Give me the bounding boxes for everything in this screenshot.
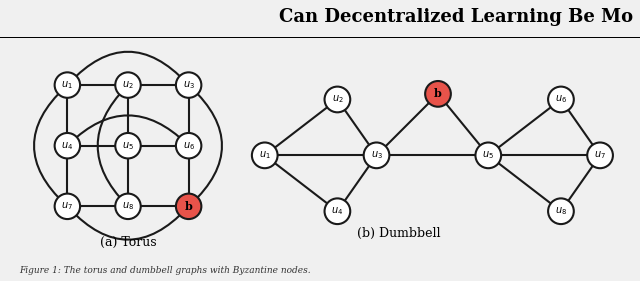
Circle shape (54, 133, 80, 158)
Circle shape (548, 87, 574, 112)
Text: $u_{7}$: $u_{7}$ (61, 200, 74, 212)
Circle shape (588, 142, 613, 168)
FancyArrowPatch shape (34, 87, 65, 205)
Text: $u_{4}$: $u_{4}$ (332, 205, 344, 217)
Text: b: b (434, 88, 442, 99)
Circle shape (425, 81, 451, 107)
Text: b: b (185, 201, 193, 212)
Circle shape (54, 72, 80, 98)
Text: $u_{1}$: $u_{1}$ (259, 149, 271, 161)
Circle shape (176, 72, 202, 98)
Text: $u_{1}$: $u_{1}$ (61, 79, 73, 91)
Text: $u_{6}$: $u_{6}$ (182, 140, 195, 152)
Circle shape (176, 133, 202, 158)
Circle shape (324, 198, 350, 224)
Text: $u_{5}$: $u_{5}$ (483, 149, 494, 161)
Circle shape (115, 72, 141, 98)
Text: $u_{5}$: $u_{5}$ (122, 140, 134, 152)
Text: $u_{2}$: $u_{2}$ (332, 94, 343, 105)
Text: $u_{7}$: $u_{7}$ (594, 149, 606, 161)
Circle shape (115, 194, 141, 219)
Circle shape (364, 142, 389, 168)
Text: $u_{8}$: $u_{8}$ (122, 200, 134, 212)
Text: $u_{3}$: $u_{3}$ (182, 79, 195, 91)
Text: Figure 1: The torus and dumbbell graphs with Byzantine nodes.: Figure 1: The torus and dumbbell graphs … (19, 266, 311, 275)
Text: $u_{2}$: $u_{2}$ (122, 79, 134, 91)
Circle shape (548, 198, 574, 224)
Circle shape (54, 194, 80, 219)
Text: (b) Dumbbell: (b) Dumbbell (357, 227, 440, 240)
FancyArrowPatch shape (191, 87, 222, 205)
FancyArrowPatch shape (69, 52, 187, 83)
Circle shape (476, 142, 501, 168)
Circle shape (324, 87, 350, 112)
Text: $u_{8}$: $u_{8}$ (555, 205, 567, 217)
Circle shape (176, 194, 202, 219)
FancyArrowPatch shape (69, 115, 187, 144)
Text: (a) Torus: (a) Torus (100, 236, 156, 249)
Text: $u_{3}$: $u_{3}$ (371, 149, 383, 161)
Text: $u_{4}$: $u_{4}$ (61, 140, 74, 152)
Text: $u_{6}$: $u_{6}$ (555, 94, 567, 105)
FancyArrowPatch shape (69, 209, 187, 240)
Circle shape (252, 142, 278, 168)
FancyArrowPatch shape (98, 87, 126, 204)
Text: Can Decentralized Learning Be Mo: Can Decentralized Learning Be Mo (280, 8, 634, 26)
Circle shape (115, 133, 141, 158)
